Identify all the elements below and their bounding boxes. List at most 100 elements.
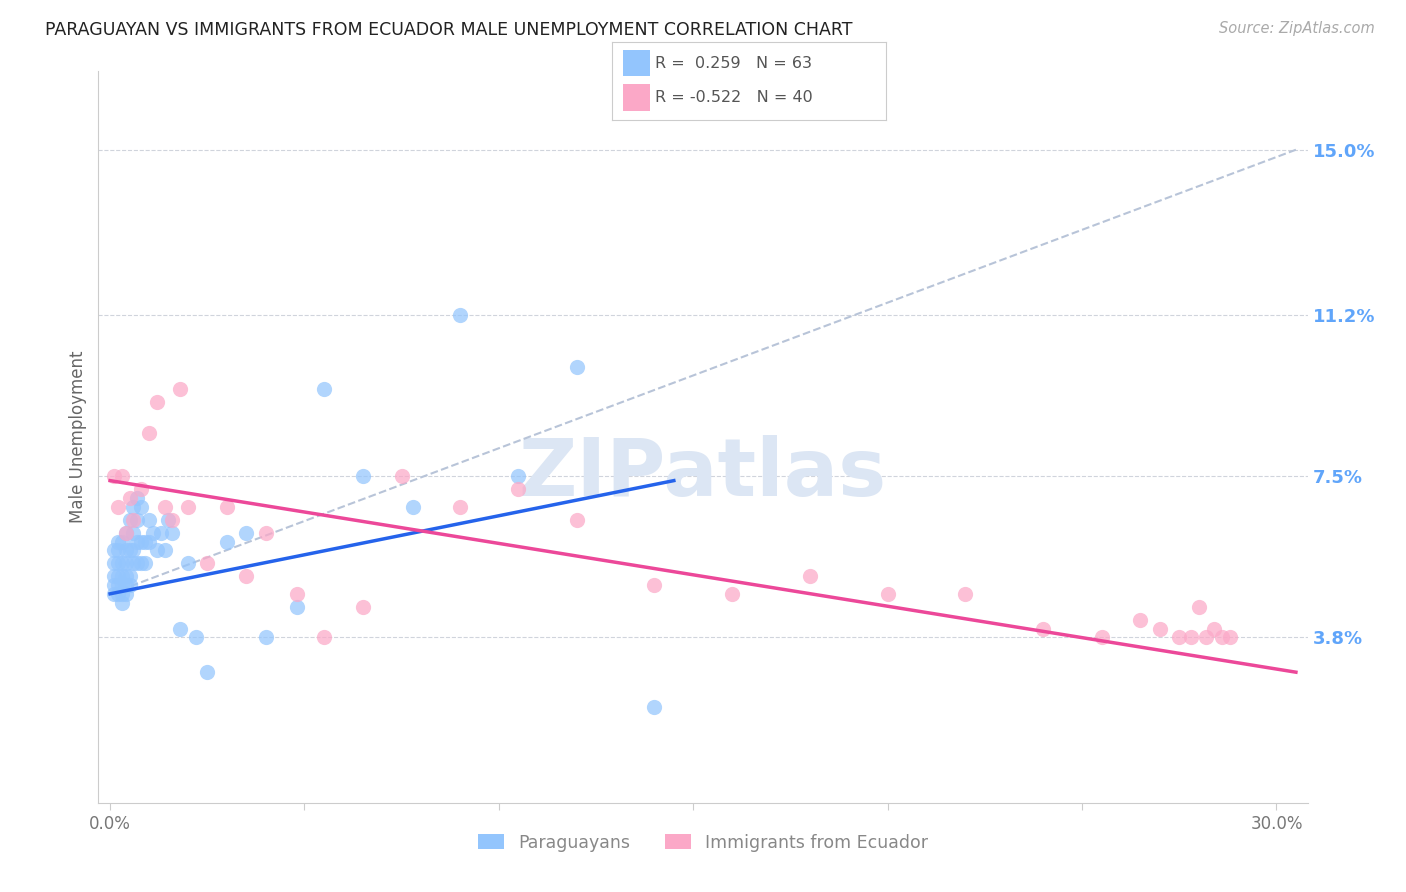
Point	[643, 578, 665, 592]
Point	[129, 483, 152, 497]
FancyBboxPatch shape	[623, 50, 650, 77]
Point	[111, 569, 134, 583]
Point	[352, 469, 374, 483]
Point	[955, 587, 977, 601]
Point	[1219, 631, 1241, 645]
Point	[184, 631, 207, 645]
Point	[114, 525, 136, 540]
Point	[643, 700, 665, 714]
Point	[118, 569, 141, 583]
Point	[195, 665, 218, 680]
FancyBboxPatch shape	[623, 85, 650, 111]
Point	[111, 595, 134, 609]
Text: ZIPatlas: ZIPatlas	[519, 434, 887, 513]
Point	[254, 631, 277, 645]
Point	[122, 525, 145, 540]
Point	[876, 587, 898, 601]
Point	[508, 469, 530, 483]
Point	[153, 500, 176, 514]
Point	[107, 534, 129, 549]
Point	[114, 587, 136, 601]
Point	[122, 513, 145, 527]
Point	[107, 578, 129, 592]
Point	[1195, 631, 1218, 645]
Point	[114, 557, 136, 571]
Point	[127, 513, 149, 527]
Point	[127, 557, 149, 571]
Point	[127, 534, 149, 549]
Point	[103, 469, 125, 483]
Point	[111, 469, 134, 483]
Point	[103, 587, 125, 601]
Point	[449, 500, 471, 514]
Point	[111, 587, 134, 601]
Legend: Paraguayans, Immigrants from Ecuador: Paraguayans, Immigrants from Ecuador	[471, 827, 935, 858]
Point	[1188, 599, 1211, 614]
Point	[1032, 622, 1054, 636]
Point	[103, 543, 125, 558]
Point	[1204, 622, 1226, 636]
Point	[235, 569, 257, 583]
Point	[107, 587, 129, 601]
Point	[1168, 631, 1191, 645]
Point	[103, 578, 125, 592]
Point	[114, 543, 136, 558]
Point	[122, 557, 145, 571]
Point	[107, 500, 129, 514]
Point	[1090, 631, 1112, 645]
Point	[129, 500, 152, 514]
Point	[114, 578, 136, 592]
Point	[391, 469, 413, 483]
Point	[799, 569, 821, 583]
Point	[177, 500, 200, 514]
Point	[195, 557, 218, 571]
Point	[114, 569, 136, 583]
Text: R =  0.259   N = 63: R = 0.259 N = 63	[655, 55, 813, 70]
Point	[402, 500, 425, 514]
Point	[149, 525, 172, 540]
Point	[134, 534, 156, 549]
Point	[508, 483, 530, 497]
Point	[1149, 622, 1171, 636]
Point	[1180, 631, 1202, 645]
Point	[162, 513, 184, 527]
Point	[111, 578, 134, 592]
Point	[114, 525, 136, 540]
Point	[312, 382, 335, 396]
Point	[118, 543, 141, 558]
Point	[285, 599, 308, 614]
Point	[565, 513, 588, 527]
Point	[285, 587, 308, 601]
Point	[162, 525, 184, 540]
Point	[111, 557, 134, 571]
Point	[107, 543, 129, 558]
Point	[118, 513, 141, 527]
Point	[129, 557, 152, 571]
Text: PARAGUAYAN VS IMMIGRANTS FROM ECUADOR MALE UNEMPLOYMENT CORRELATION CHART: PARAGUAYAN VS IMMIGRANTS FROM ECUADOR MA…	[45, 21, 852, 39]
Point	[169, 382, 191, 396]
Point	[103, 569, 125, 583]
Y-axis label: Male Unemployment: Male Unemployment	[69, 351, 87, 524]
Point	[111, 534, 134, 549]
Point	[142, 525, 165, 540]
Point	[235, 525, 257, 540]
Point	[153, 543, 176, 558]
Point	[103, 557, 125, 571]
Point	[177, 557, 200, 571]
Point	[134, 557, 156, 571]
Point	[1129, 613, 1152, 627]
Point	[721, 587, 744, 601]
Point	[107, 569, 129, 583]
Point	[138, 534, 160, 549]
Point	[122, 500, 145, 514]
Point	[565, 360, 588, 375]
Point	[127, 491, 149, 505]
Point	[138, 425, 160, 440]
Point	[107, 557, 129, 571]
Point	[169, 622, 191, 636]
Point	[145, 395, 167, 409]
Text: Source: ZipAtlas.com: Source: ZipAtlas.com	[1219, 21, 1375, 37]
Point	[122, 543, 145, 558]
Point	[118, 491, 141, 505]
Point	[1211, 631, 1233, 645]
